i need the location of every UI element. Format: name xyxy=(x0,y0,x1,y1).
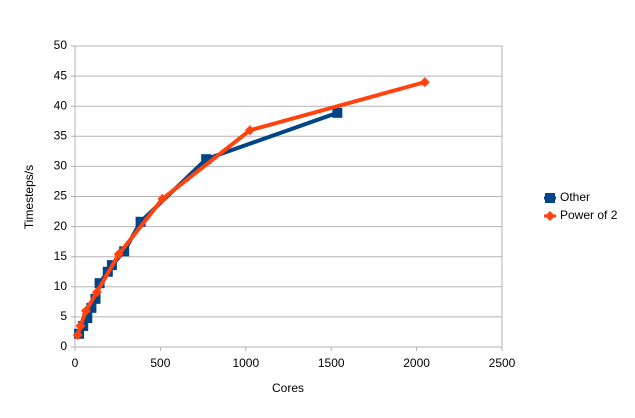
point xyxy=(86,302,97,313)
plot-frame xyxy=(74,45,503,348)
y-tick-label: 20 xyxy=(54,219,68,233)
x-axis-title: Cores xyxy=(272,381,304,395)
y-tick-label: 0 xyxy=(60,339,67,353)
point xyxy=(135,216,146,227)
y-axis-title: Timesteps/s xyxy=(22,165,36,229)
y-tick-label: 10 xyxy=(54,279,68,293)
y-tick-label: 25 xyxy=(54,189,68,203)
y-tick-label: 45 xyxy=(54,68,68,82)
point xyxy=(91,287,102,298)
x-tick-label: 500 xyxy=(150,356,170,370)
legend-label: Power of 2 xyxy=(560,208,618,222)
point xyxy=(244,125,255,136)
point xyxy=(113,249,124,260)
point xyxy=(90,293,101,304)
point xyxy=(201,154,212,165)
point xyxy=(80,305,91,316)
point xyxy=(419,77,430,88)
point xyxy=(75,320,86,331)
x-tick-label: 1000 xyxy=(232,356,259,370)
point xyxy=(72,329,83,340)
x-tick-label: 0 xyxy=(72,356,79,370)
y-tick-label: 30 xyxy=(54,159,68,173)
y-tick-label: 35 xyxy=(54,128,68,142)
point xyxy=(119,246,130,257)
y-tick-label: 40 xyxy=(54,98,68,112)
y-tick-label: 5 xyxy=(60,309,67,323)
point xyxy=(332,107,343,118)
x-tick-label: 2500 xyxy=(489,356,516,370)
y-tick-label: 50 xyxy=(54,38,68,52)
point xyxy=(157,193,168,204)
legend-marker xyxy=(545,211,555,221)
legend-marker xyxy=(545,193,555,203)
y-tick-label: 15 xyxy=(54,249,68,263)
series-line xyxy=(77,110,339,335)
x-tick-label: 2000 xyxy=(403,356,430,370)
x-tick-label: 1500 xyxy=(318,356,345,370)
series-line xyxy=(75,80,426,336)
point xyxy=(82,313,93,324)
point xyxy=(94,278,105,289)
legend-label: Other xyxy=(560,190,590,204)
